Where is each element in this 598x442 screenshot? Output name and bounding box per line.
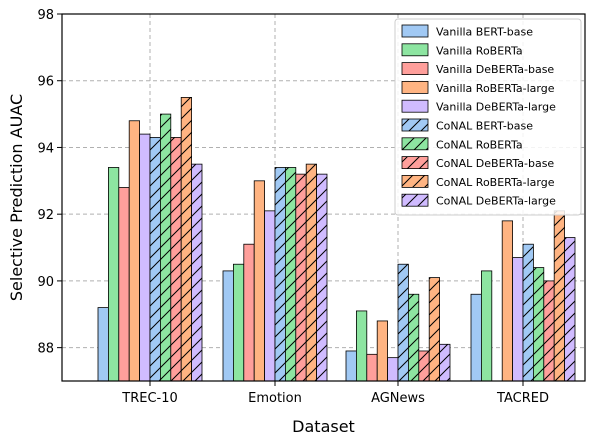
legend: Vanilla BERT-base Vanilla RoBERTa Vanilla … <box>394 18 582 216</box>
legend-label: Vanilla DeBERTa-large <box>436 101 556 114</box>
bar-hatch <box>408 294 419 381</box>
bar <box>501 220 514 382</box>
x-axis-title: Dataset <box>292 417 355 436</box>
bar-hatch <box>150 137 161 381</box>
bar-hatch <box>418 350 430 381</box>
bar <box>108 167 120 382</box>
y-tick-label: 96 <box>37 75 54 90</box>
legend-label: Vanilla DeBERTa-base <box>436 63 554 76</box>
x-tick-label: AGNews <box>371 391 425 406</box>
bar-hatch <box>543 280 555 381</box>
bar <box>480 270 493 382</box>
legend-label: Vanilla RoBERTa <box>436 44 523 57</box>
legend-swatch <box>401 24 429 38</box>
bar-hatch <box>564 237 575 381</box>
y-tick-label: 90 <box>37 275 54 290</box>
bar <box>355 310 368 382</box>
y-axis-title: Selective Prediction AUAC <box>7 94 26 301</box>
legend-swatch-hatch <box>402 194 428 207</box>
bar <box>118 187 130 382</box>
y-tick-label: 94 <box>37 141 54 156</box>
y-axis-ticks: 88 90 92 94 96 98 <box>37 8 62 357</box>
legend-swatch-hatch <box>402 137 428 150</box>
bar-hatch <box>429 277 440 381</box>
bar <box>345 350 357 382</box>
legend-swatch <box>401 43 429 57</box>
bar-hatch <box>554 210 565 381</box>
bar <box>264 210 276 382</box>
bar <box>470 293 482 382</box>
legend-label: CoNAL BERT-base <box>436 120 533 133</box>
bar-hatch <box>295 174 307 381</box>
bar <box>253 180 265 382</box>
x-tick-label: Emotion <box>248 391 302 406</box>
legend-swatch <box>401 99 429 113</box>
legend-label: CoNAL DeBERTa-base <box>436 157 554 170</box>
x-axis-ticks: TREC-10 Emotion AGNews TACRED <box>121 381 549 406</box>
bar-hatch <box>191 164 202 381</box>
legend-label: CoNAL RoBERTa <box>436 138 523 151</box>
bar <box>97 307 109 382</box>
bar-hatch <box>533 267 544 381</box>
legend-swatch <box>401 81 429 94</box>
bar-hatch <box>306 164 317 381</box>
legend-label: Vanilla BERT-base <box>436 26 533 39</box>
bar-hatch <box>181 97 192 381</box>
y-tick-label: 98 <box>37 8 54 23</box>
bars <box>97 97 576 382</box>
legend-box <box>394 18 582 216</box>
legend-swatch <box>401 62 429 75</box>
bar <box>387 357 399 382</box>
bar-hatch <box>316 174 327 381</box>
legend-swatch-hatch <box>402 156 428 169</box>
x-tick-label: TREC-10 <box>121 391 178 406</box>
y-tick-label: 88 <box>37 342 54 357</box>
bar <box>232 263 245 382</box>
bar-hatch <box>160 114 171 381</box>
bar <box>376 320 389 382</box>
bar <box>243 243 255 382</box>
bar-hatch <box>398 264 409 381</box>
y-tick-label: 92 <box>37 208 54 223</box>
x-tick-label: TACRED <box>496 391 549 406</box>
bar-hatch <box>523 244 534 381</box>
legend-swatch-hatch <box>402 175 428 188</box>
bar <box>128 120 140 382</box>
bar <box>139 133 151 382</box>
legend-label: Vanilla RoBERTa-large <box>436 82 555 95</box>
legend-label: CoNAL DeBERTa-large <box>436 195 556 208</box>
legend-label: CoNAL RoBERTa-large <box>436 176 555 189</box>
legend-swatch-hatch <box>402 119 428 131</box>
bar-hatch <box>275 167 286 381</box>
bar <box>222 270 234 382</box>
bar <box>512 257 524 382</box>
bar-hatch <box>285 167 296 381</box>
bar-hatch <box>439 344 450 381</box>
bar <box>366 353 378 382</box>
plot-area-frame <box>61 13 586 382</box>
bar-hatch <box>170 137 182 381</box>
